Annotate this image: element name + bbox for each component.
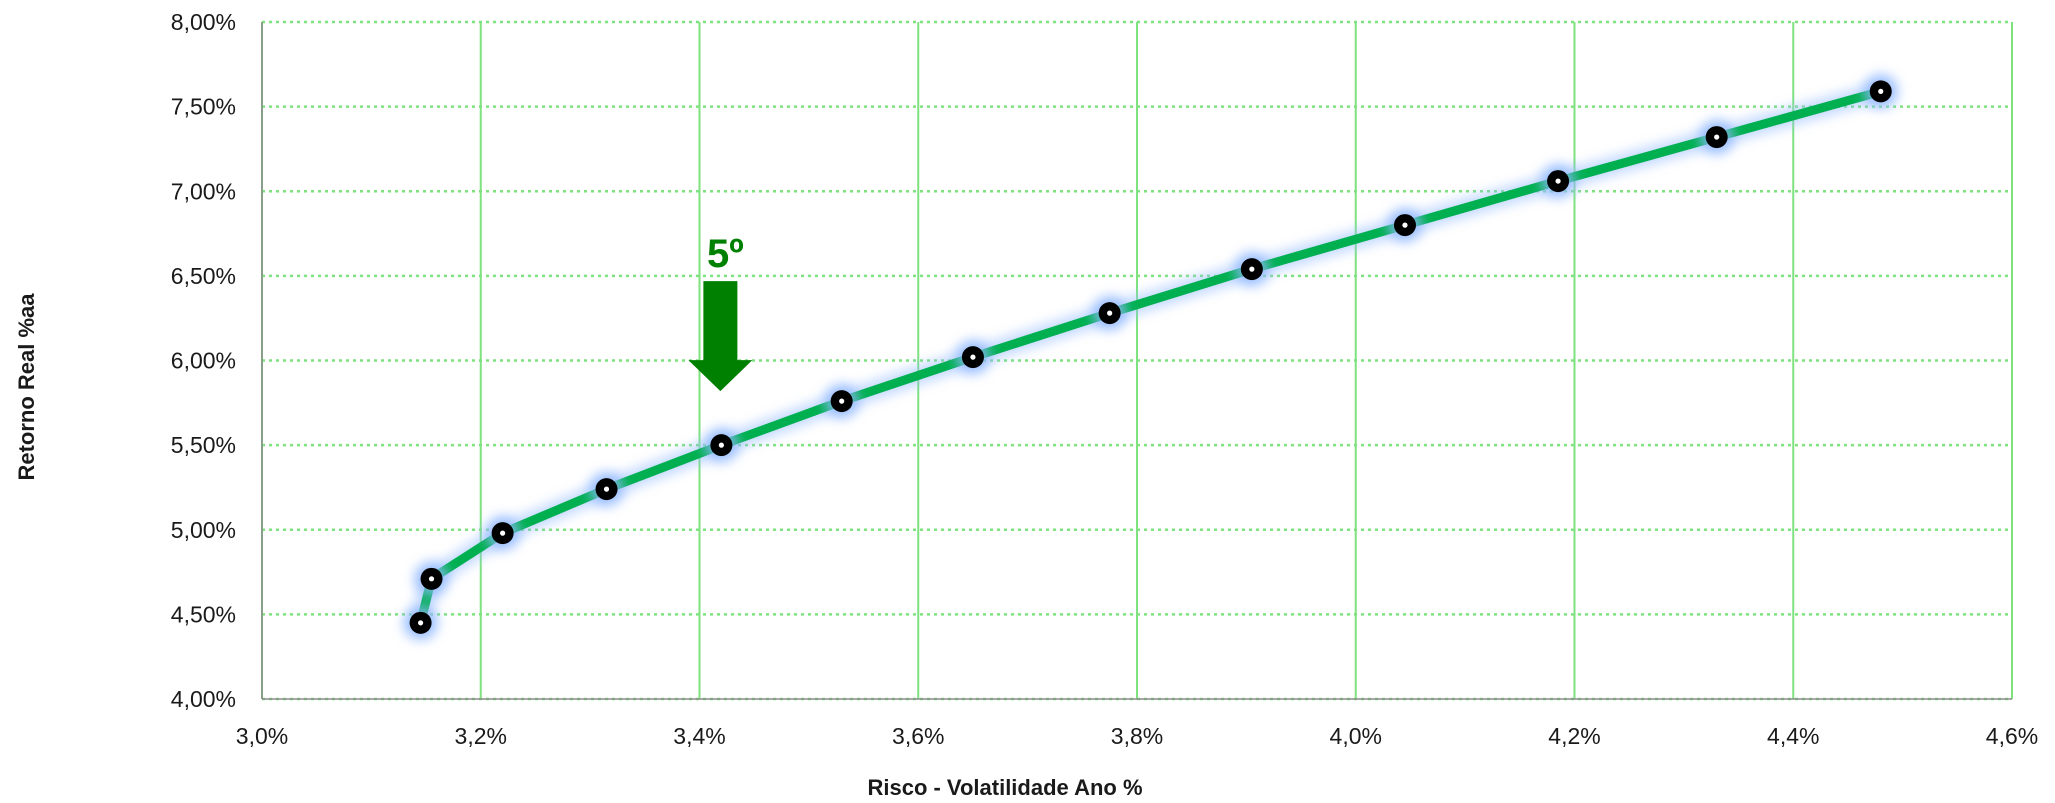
axes [261, 22, 2012, 700]
y-tick-label: 4,00% [171, 686, 236, 712]
y-axis-ticks: 8,00% 7,50% 7,00% 6,50% 6,00% 5,50% 5,00% 4,50%… [171, 9, 236, 712]
data-point [403, 605, 438, 640]
y-tick-label: 6,00% [171, 348, 236, 374]
y-axis-title: Retorno Real %aa [14, 293, 39, 481]
data-point [589, 472, 624, 507]
data-point [1863, 74, 1898, 109]
y-tick-label: 7,50% [171, 94, 236, 120]
data-point [824, 384, 859, 419]
data-point [704, 428, 739, 463]
y-tick-label: 7,00% [171, 178, 236, 204]
data-point [955, 340, 990, 375]
series-line [416, 86, 1886, 628]
y-tick-label: 6,50% [171, 263, 236, 289]
data-point [414, 561, 449, 596]
x-tick-label: 3,0% [236, 723, 288, 749]
x-tick-label: 4,0% [1330, 723, 1382, 749]
series-frontier [403, 74, 1898, 640]
x-tick-label: 3,2% [455, 723, 507, 749]
y-tick-label: 5,00% [171, 517, 236, 543]
data-point [1092, 296, 1127, 331]
x-tick-label: 3,6% [892, 723, 944, 749]
data-point [1541, 164, 1576, 199]
annotation-5: 5º [688, 232, 753, 392]
x-axis-title: Risco - Volatilidade Ano % [867, 775, 1142, 800]
grid-lines [261, 20, 2013, 701]
x-tick-label: 4,4% [1767, 723, 1819, 749]
data-point [1387, 208, 1422, 243]
x-axis-ticks: 3,0% 3,2% 3,4% 3,6% 3,8% 4,0% 4,2% 4,4% 4,6% [236, 723, 2038, 749]
y-tick-label: 5,50% [171, 432, 236, 458]
data-point [485, 516, 520, 551]
x-tick-label: 4,6% [1986, 723, 2038, 749]
annotation-label: 5º [707, 232, 744, 276]
x-tick-label: 4,2% [1548, 723, 1600, 749]
y-tick-label: 8,00% [171, 9, 236, 35]
y-tick-label: 4,50% [171, 601, 236, 627]
data-point [1234, 252, 1269, 287]
x-tick-label: 3,4% [673, 723, 725, 749]
series-line-glow [411, 82, 1890, 632]
data-point [1699, 120, 1734, 155]
x-tick-label: 3,8% [1111, 723, 1163, 749]
annotation-arrow [688, 281, 753, 392]
